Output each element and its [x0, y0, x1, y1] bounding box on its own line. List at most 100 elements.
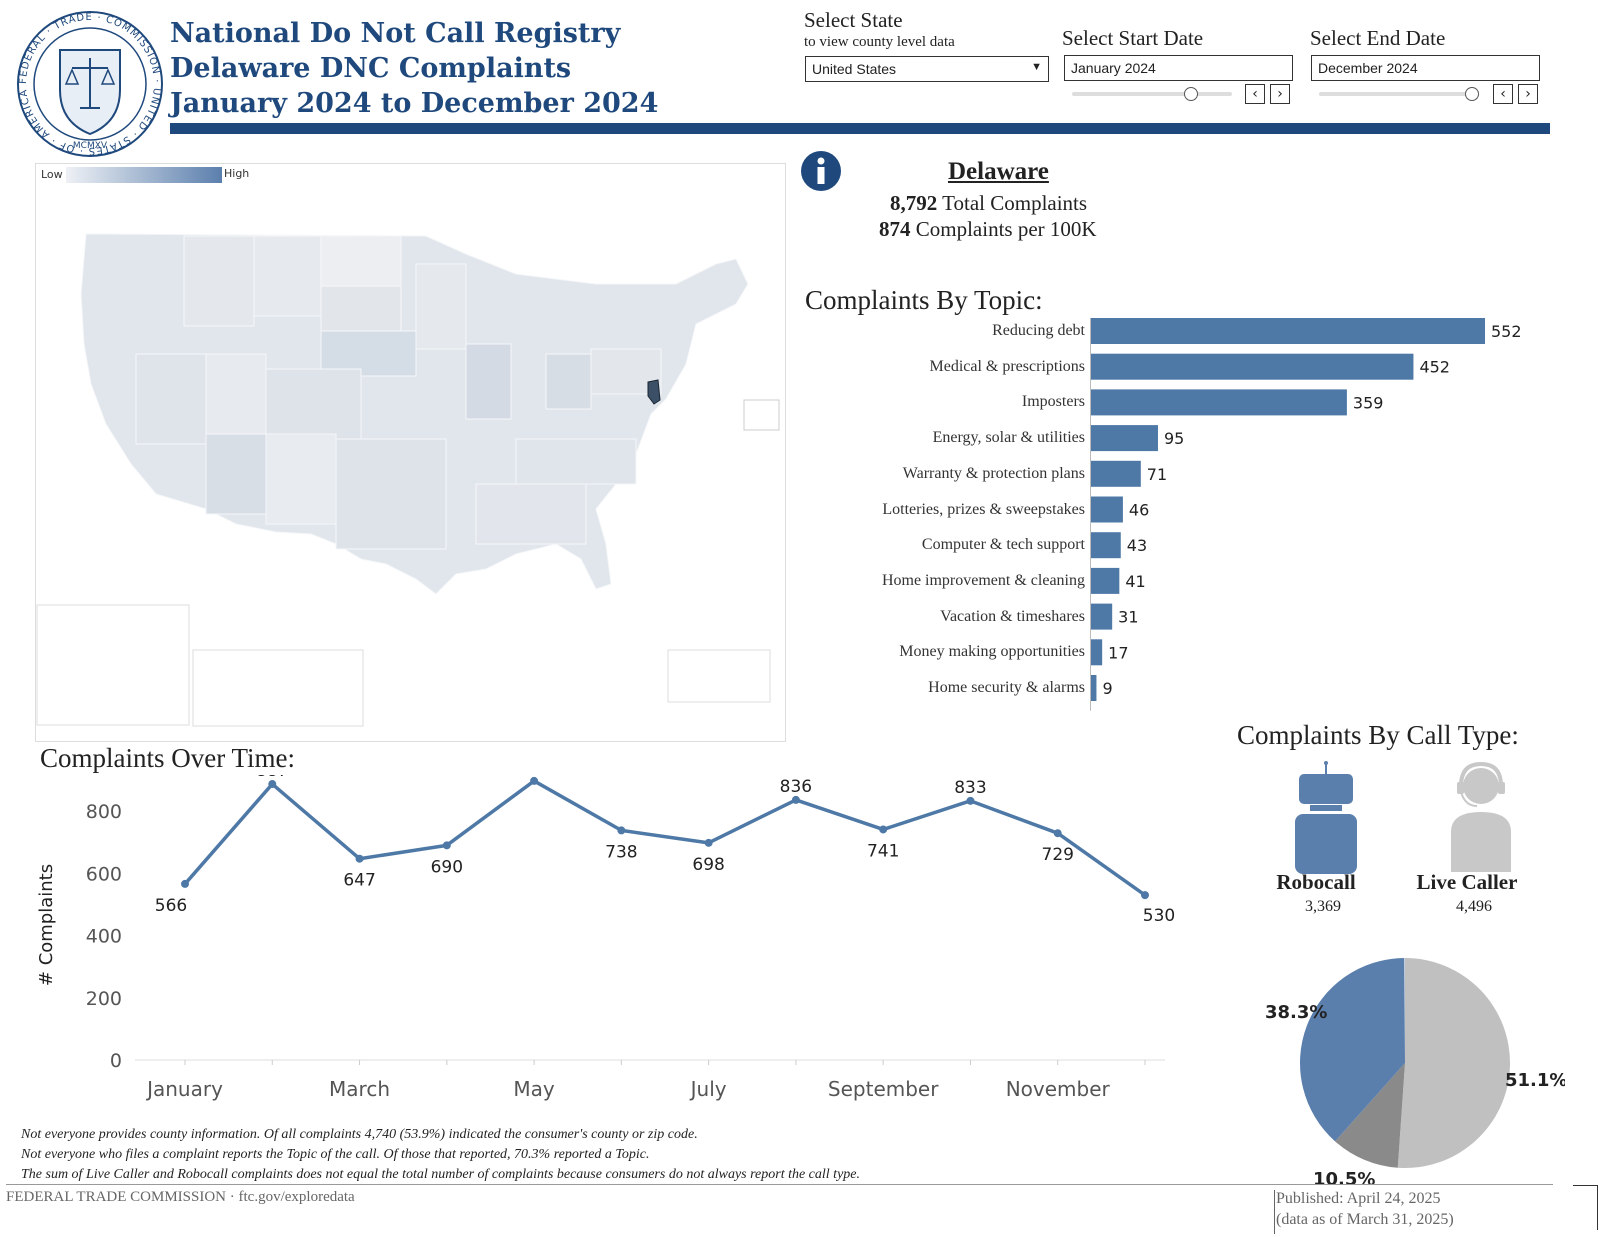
us-choropleth-map[interactable]: Low High: [35, 163, 786, 742]
pie-slice[interactable]: [1397, 958, 1510, 1168]
topic-bar-value: 41: [1125, 572, 1145, 591]
state-region: [183, 235, 255, 327]
chevron-left-icon: ‹: [1500, 86, 1506, 102]
topic-bar-value: 43: [1127, 536, 1147, 555]
topic-bar[interactable]: [1090, 639, 1103, 666]
y-axis-label: # Complaints: [36, 864, 57, 986]
topic-category-label: Money making opportunities: [899, 643, 1085, 661]
footer-divider: [6, 1184, 1553, 1185]
state-select[interactable]: United States ▼: [805, 56, 1049, 82]
line-point[interactable]: [355, 854, 364, 863]
state-grid: [135, 235, 662, 550]
topic-bar-value: 31: [1118, 608, 1138, 627]
info-icon[interactable]: [800, 150, 842, 192]
x-tick-label: May: [513, 1077, 555, 1101]
legend-low-label: Low: [41, 168, 63, 181]
line-point-label: 836: [780, 777, 812, 797]
state-region: [545, 353, 592, 410]
line-point-label: 647: [343, 871, 375, 891]
end-date-next-button[interactable]: ›: [1518, 84, 1538, 104]
topic-category-label: Reducing debt: [992, 322, 1085, 339]
topic-category-label: Home security & alarms: [928, 679, 1085, 696]
topic-bar-value: 359: [1353, 393, 1384, 412]
state-region: [135, 353, 207, 445]
summary-total-value: 8,792: [890, 191, 938, 215]
summary-total-label: Total Complaints: [942, 191, 1088, 215]
end-date-prev-button[interactable]: ‹: [1493, 84, 1513, 104]
line-point-label: 741: [867, 841, 899, 861]
start-date-slider[interactable]: [1072, 92, 1232, 96]
line-point[interactable]: [268, 780, 277, 789]
pie-slice[interactable]: [1335, 1063, 1405, 1168]
ftc-seal: FEDERAL · TRADE · COMMISSION · UNITED · …: [14, 2, 164, 158]
summary-per100k: 874 Complaints per 100K: [879, 217, 1097, 242]
topic-bar[interactable]: [1090, 318, 1485, 344]
end-date-slider-handle[interactable]: [1465, 87, 1479, 101]
footer-data-as-of: (data as of March 31, 2025): [1276, 1211, 1454, 1228]
pie-slice-label: 10.5%: [1313, 1169, 1375, 1185]
start-date-next-button[interactable]: ›: [1270, 84, 1290, 104]
topic-bar[interactable]: [1090, 425, 1158, 452]
state-region: [515, 438, 637, 485]
live-caller-label: Live Caller: [1416, 870, 1518, 894]
x-tick-label: March: [329, 1077, 390, 1101]
line-point[interactable]: [1053, 829, 1062, 838]
alaska-inset: [36, 604, 190, 726]
state-region: [335, 438, 447, 550]
line-point[interactable]: [530, 776, 539, 785]
chevron-down-icon: ▼: [1031, 61, 1042, 73]
start-date-input[interactable]: January 2024: [1064, 55, 1293, 81]
y-tick-label: 400: [86, 926, 122, 948]
y-tick-label: 200: [86, 988, 122, 1010]
topic-bar[interactable]: [1090, 567, 1120, 594]
call-type-pie-chart: 51.1% 10.5% 38.3%: [1265, 958, 1565, 1185]
line-point[interactable]: [442, 841, 451, 850]
start-date-slider-handle[interactable]: [1184, 87, 1198, 101]
topic-bar[interactable]: [1090, 389, 1347, 416]
line-point[interactable]: [181, 879, 189, 888]
summary-per100k-label: Complaints per 100K: [915, 217, 1097, 241]
topic-bar[interactable]: [1090, 353, 1414, 380]
topic-category-label: Computer & tech support: [921, 536, 1085, 554]
robocall-label: Robocall: [1276, 870, 1356, 894]
state-filter-sublabel: to view county level data: [804, 34, 955, 50]
topics-bar-chart: 552 452 359 95 71 46 43 41 31 17 9: [1090, 318, 1522, 711]
topics-chart-title: Complaints By Topic:: [805, 285, 1043, 315]
footer-published: Published: April 24, 2025: [1276, 1190, 1441, 1207]
end-date-slider[interactable]: [1319, 92, 1479, 96]
topic-bar[interactable]: [1090, 496, 1123, 523]
end-date-input[interactable]: December 2024: [1311, 55, 1540, 81]
line-point-label: 729: [1042, 845, 1074, 865]
header-rule: [170, 123, 1550, 134]
line-point[interactable]: [879, 825, 888, 834]
topic-bar[interactable]: [1090, 603, 1113, 630]
topic-category-label: Medical & prescriptions: [929, 357, 1085, 375]
topic-category-label: Home improvement & cleaning: [881, 571, 1085, 589]
line-point[interactable]: [617, 826, 626, 835]
topic-bar[interactable]: [1090, 532, 1121, 559]
x-tick-label: July: [689, 1077, 727, 1101]
start-date-prev-button[interactable]: ‹: [1245, 84, 1265, 104]
state-region: [265, 368, 362, 440]
topic-category-label: Warranty & protection plans: [902, 464, 1085, 482]
dc-inset: [743, 399, 780, 431]
topic-bar[interactable]: [1090, 675, 1097, 701]
line-point[interactable]: [791, 795, 800, 804]
y-tick-label: 0: [110, 1050, 122, 1072]
end-date-label: Select End Date: [1310, 26, 1446, 50]
x-tick-label: November: [1006, 1077, 1111, 1101]
topic-bar[interactable]: [1090, 460, 1141, 487]
footer-published-rule: [1274, 1190, 1275, 1234]
line-point[interactable]: [966, 796, 975, 805]
y-tick-label: 800: [86, 801, 122, 823]
line-point[interactable]: [1141, 891, 1149, 900]
delaware-highlight[interactable]: [647, 379, 661, 405]
ftc-seal-icon: FEDERAL · TRADE · COMMISSION · UNITED · …: [14, 2, 163, 157]
legend-high-label: High: [224, 167, 249, 180]
pie-slice[interactable]: [1300, 958, 1405, 1142]
title-line-3: January 2024 to December 2024: [170, 88, 659, 119]
over-time-chart-title: Complaints Over Time:: [40, 743, 296, 773]
y-tick-label: 600: [86, 863, 122, 885]
over-time-line-chart: # Complaints 0 200 400 600 800 January March May…: [36, 775, 1175, 1101]
line-point[interactable]: [704, 838, 713, 847]
